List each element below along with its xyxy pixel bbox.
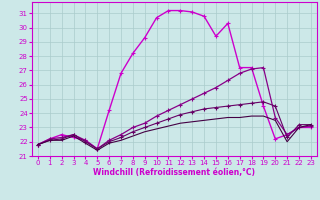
X-axis label: Windchill (Refroidissement éolien,°C): Windchill (Refroidissement éolien,°C) [93,168,255,177]
